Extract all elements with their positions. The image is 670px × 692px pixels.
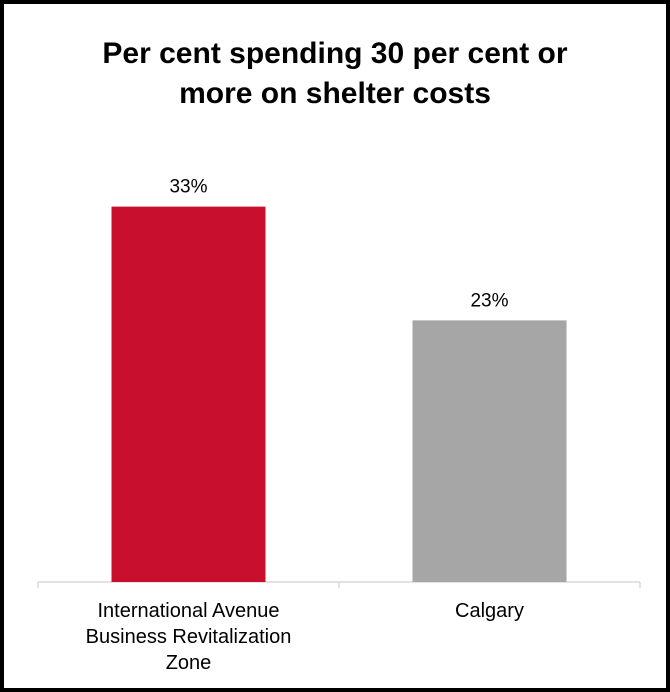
bar-1 <box>111 206 266 582</box>
category-label-1-line-1: International Avenue <box>97 600 279 622</box>
data-label-2: 23% <box>470 290 508 311</box>
data-label-1: 33% <box>169 177 207 198</box>
chart-title: Per cent spending 30 per cent or more on… <box>0 34 670 114</box>
category-label-1-line-2: Business Revitalization <box>86 626 292 648</box>
category-label-1-line-3: Zone <box>166 652 212 674</box>
chart-title-line-2: more on shelter costs <box>179 77 491 110</box>
bar-2 <box>412 320 567 582</box>
chart-title-line-1: Per cent spending 30 per cent or <box>102 37 568 70</box>
category-label-2-line-1: Calgary <box>455 600 524 622</box>
